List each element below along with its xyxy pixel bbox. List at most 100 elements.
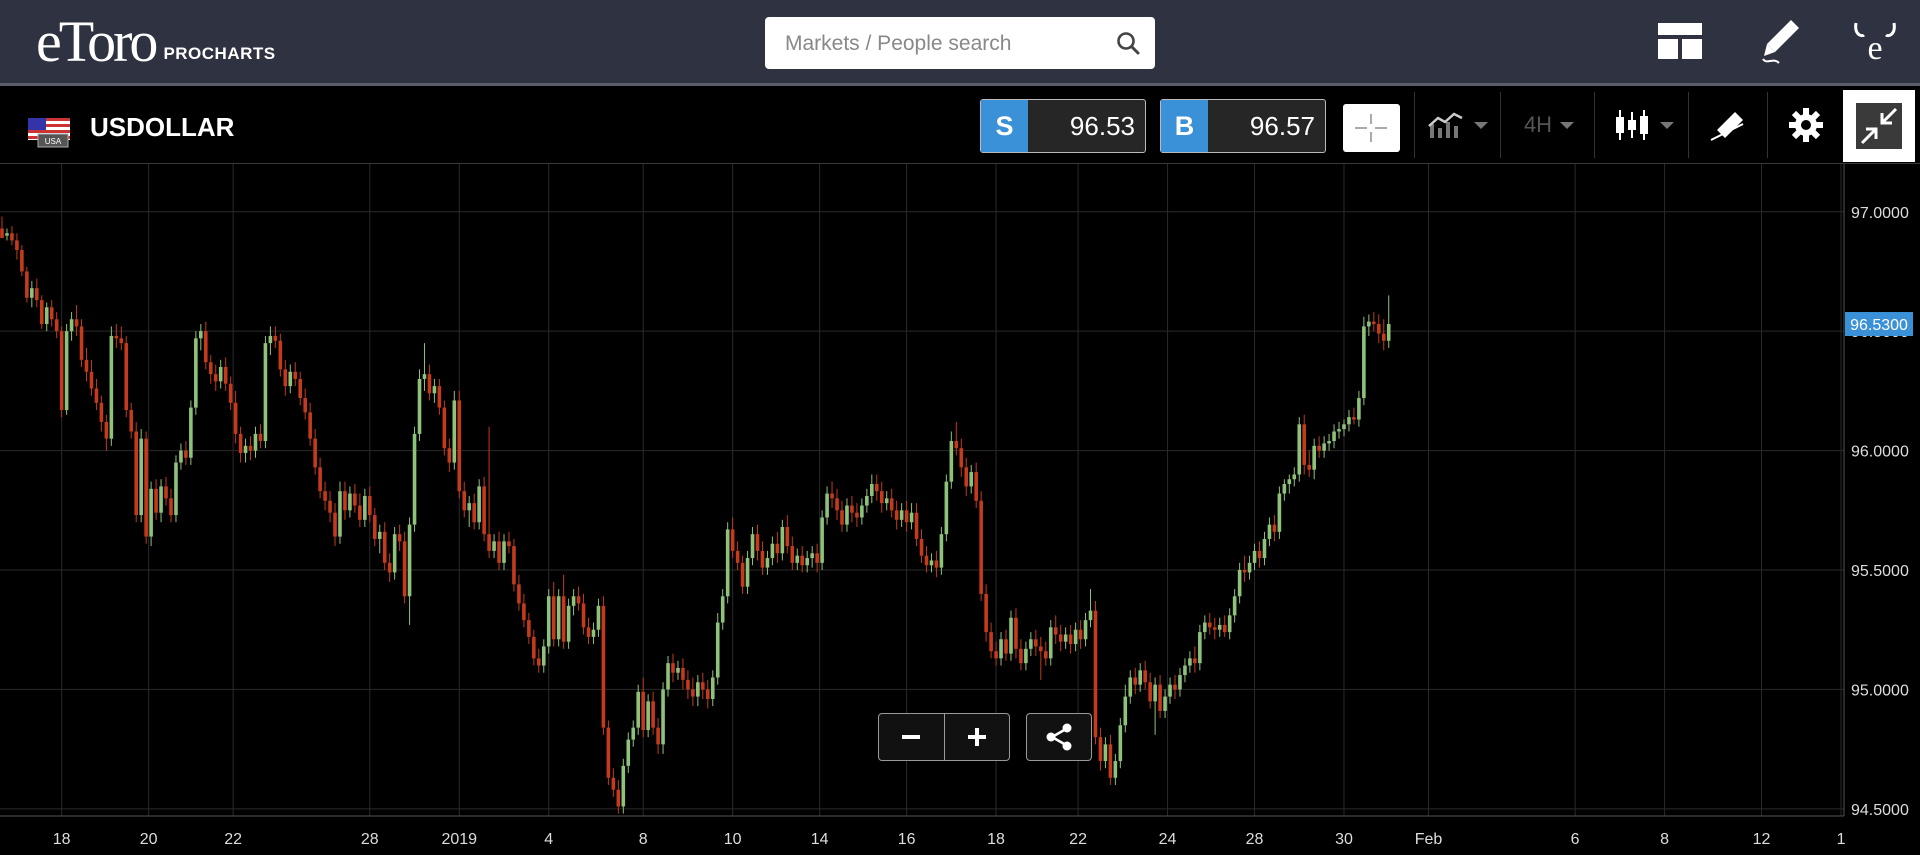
layout-icon[interactable] bbox=[1656, 17, 1706, 67]
candle-body bbox=[228, 383, 233, 403]
candle-body bbox=[904, 510, 909, 523]
candle-body bbox=[59, 331, 64, 410]
candle-body bbox=[666, 663, 670, 690]
chart-type-button[interactable] bbox=[1600, 88, 1686, 162]
crosshair-button[interactable] bbox=[1343, 104, 1400, 152]
profile-icon[interactable]: e bbox=[1850, 17, 1900, 67]
time-tick-label: Feb bbox=[1415, 831, 1443, 848]
candle-body bbox=[1043, 651, 1048, 659]
candle-body bbox=[566, 605, 571, 642]
crosshair-icon bbox=[1355, 114, 1387, 142]
candle-body bbox=[671, 663, 675, 673]
candle-body bbox=[879, 491, 884, 504]
price-chart[interactable]: 97.000096.500096.000095.500095.000094.50… bbox=[0, 164, 1920, 855]
candle-body bbox=[1068, 634, 1073, 645]
candle-body bbox=[616, 789, 621, 807]
buy-button[interactable]: B 96.57 bbox=[1160, 99, 1326, 153]
candle-body bbox=[328, 500, 332, 513]
sell-button[interactable]: S 96.53 bbox=[980, 99, 1146, 153]
indicators-button[interactable] bbox=[1420, 88, 1494, 162]
candle-body bbox=[830, 493, 834, 499]
toolbar-divider bbox=[1500, 92, 1501, 158]
candle-body bbox=[1267, 524, 1272, 539]
candle-body bbox=[268, 335, 273, 344]
candle-body bbox=[402, 541, 407, 597]
candle-body bbox=[1386, 324, 1391, 341]
candle-body bbox=[1247, 562, 1252, 573]
candle-body bbox=[845, 505, 849, 525]
candle-body bbox=[343, 491, 347, 511]
candle-body bbox=[785, 527, 790, 547]
settings-button[interactable] bbox=[1772, 88, 1840, 162]
candle-body bbox=[914, 512, 919, 539]
search-input[interactable] bbox=[783, 27, 1107, 61]
instrument-bar bbox=[0, 86, 1920, 164]
candle-body bbox=[139, 438, 143, 516]
candle-body bbox=[551, 596, 556, 640]
candle-body bbox=[889, 498, 894, 511]
candle-body bbox=[894, 510, 899, 520]
instrument-name: USDOLLAR bbox=[90, 112, 235, 142]
zoom-out-button[interactable] bbox=[879, 714, 945, 760]
candle-body bbox=[1242, 570, 1247, 573]
candle-body bbox=[939, 534, 944, 568]
candle-body bbox=[338, 491, 342, 537]
chevron-down-icon bbox=[1474, 121, 1488, 129]
candle-body bbox=[44, 307, 49, 325]
candle-body bbox=[457, 400, 462, 492]
candle-body bbox=[94, 388, 99, 403]
etoro-logo[interactable]: eToro PROCHARTS bbox=[36, 12, 276, 71]
candle-body bbox=[497, 541, 501, 563]
candle-body bbox=[1188, 658, 1192, 666]
candle-body bbox=[5, 233, 9, 236]
time-axis: 18 20 22 28 2019 4 8 10 14 16 18 22 24 28 30 Feb 6 8 12 1 bbox=[53, 831, 1846, 848]
candle-body bbox=[1034, 639, 1038, 647]
candle-body bbox=[586, 627, 591, 637]
candle-body bbox=[358, 505, 362, 520]
candle-body bbox=[248, 445, 253, 451]
candle-body bbox=[710, 677, 715, 699]
candle-body bbox=[164, 486, 168, 499]
candle-body bbox=[1193, 658, 1197, 664]
candle-body bbox=[701, 682, 705, 690]
candle-body bbox=[189, 407, 193, 458]
chart-grid bbox=[0, 164, 1844, 816]
timeframe-selector[interactable]: 4H bbox=[1505, 88, 1593, 162]
candle-body bbox=[1332, 431, 1336, 442]
candle-body bbox=[308, 412, 312, 439]
time-tick-label: 20 bbox=[140, 831, 158, 848]
candle-body bbox=[119, 338, 124, 344]
candle-body bbox=[765, 558, 770, 568]
candle-body bbox=[934, 560, 939, 568]
candle-body bbox=[1322, 443, 1326, 451]
candle-body bbox=[884, 498, 889, 504]
zoom-in-button[interactable] bbox=[945, 714, 1010, 760]
share-button[interactable] bbox=[1026, 713, 1092, 761]
toolbar-divider bbox=[1594, 92, 1595, 158]
candle-body bbox=[1327, 441, 1331, 444]
drawing-tools-button[interactable] bbox=[1694, 88, 1762, 162]
candle-body bbox=[835, 498, 839, 511]
candle-body bbox=[288, 371, 293, 387]
pencil-icon[interactable] bbox=[1753, 17, 1803, 67]
candle-body bbox=[49, 307, 54, 320]
candle-body bbox=[134, 431, 138, 516]
candle-body bbox=[696, 682, 700, 697]
candle-body bbox=[691, 689, 695, 697]
candle-body bbox=[1302, 424, 1307, 465]
collapse-fullscreen-button[interactable] bbox=[1843, 90, 1915, 162]
candle-body bbox=[944, 481, 949, 535]
candle-body bbox=[1029, 639, 1033, 649]
candle-body bbox=[179, 450, 183, 463]
candles bbox=[0, 216, 1391, 814]
sell-tag: S bbox=[981, 100, 1028, 152]
candle-body bbox=[735, 550, 740, 563]
candle-body bbox=[820, 517, 824, 563]
candle-body bbox=[427, 374, 432, 394]
candle-body bbox=[407, 524, 412, 597]
search-icon[interactable] bbox=[1115, 30, 1141, 56]
candle-body bbox=[1342, 424, 1346, 430]
candlestick-icon bbox=[1616, 110, 1648, 140]
time-tick-label: 1 bbox=[1837, 831, 1846, 848]
candle-body bbox=[1168, 684, 1172, 697]
